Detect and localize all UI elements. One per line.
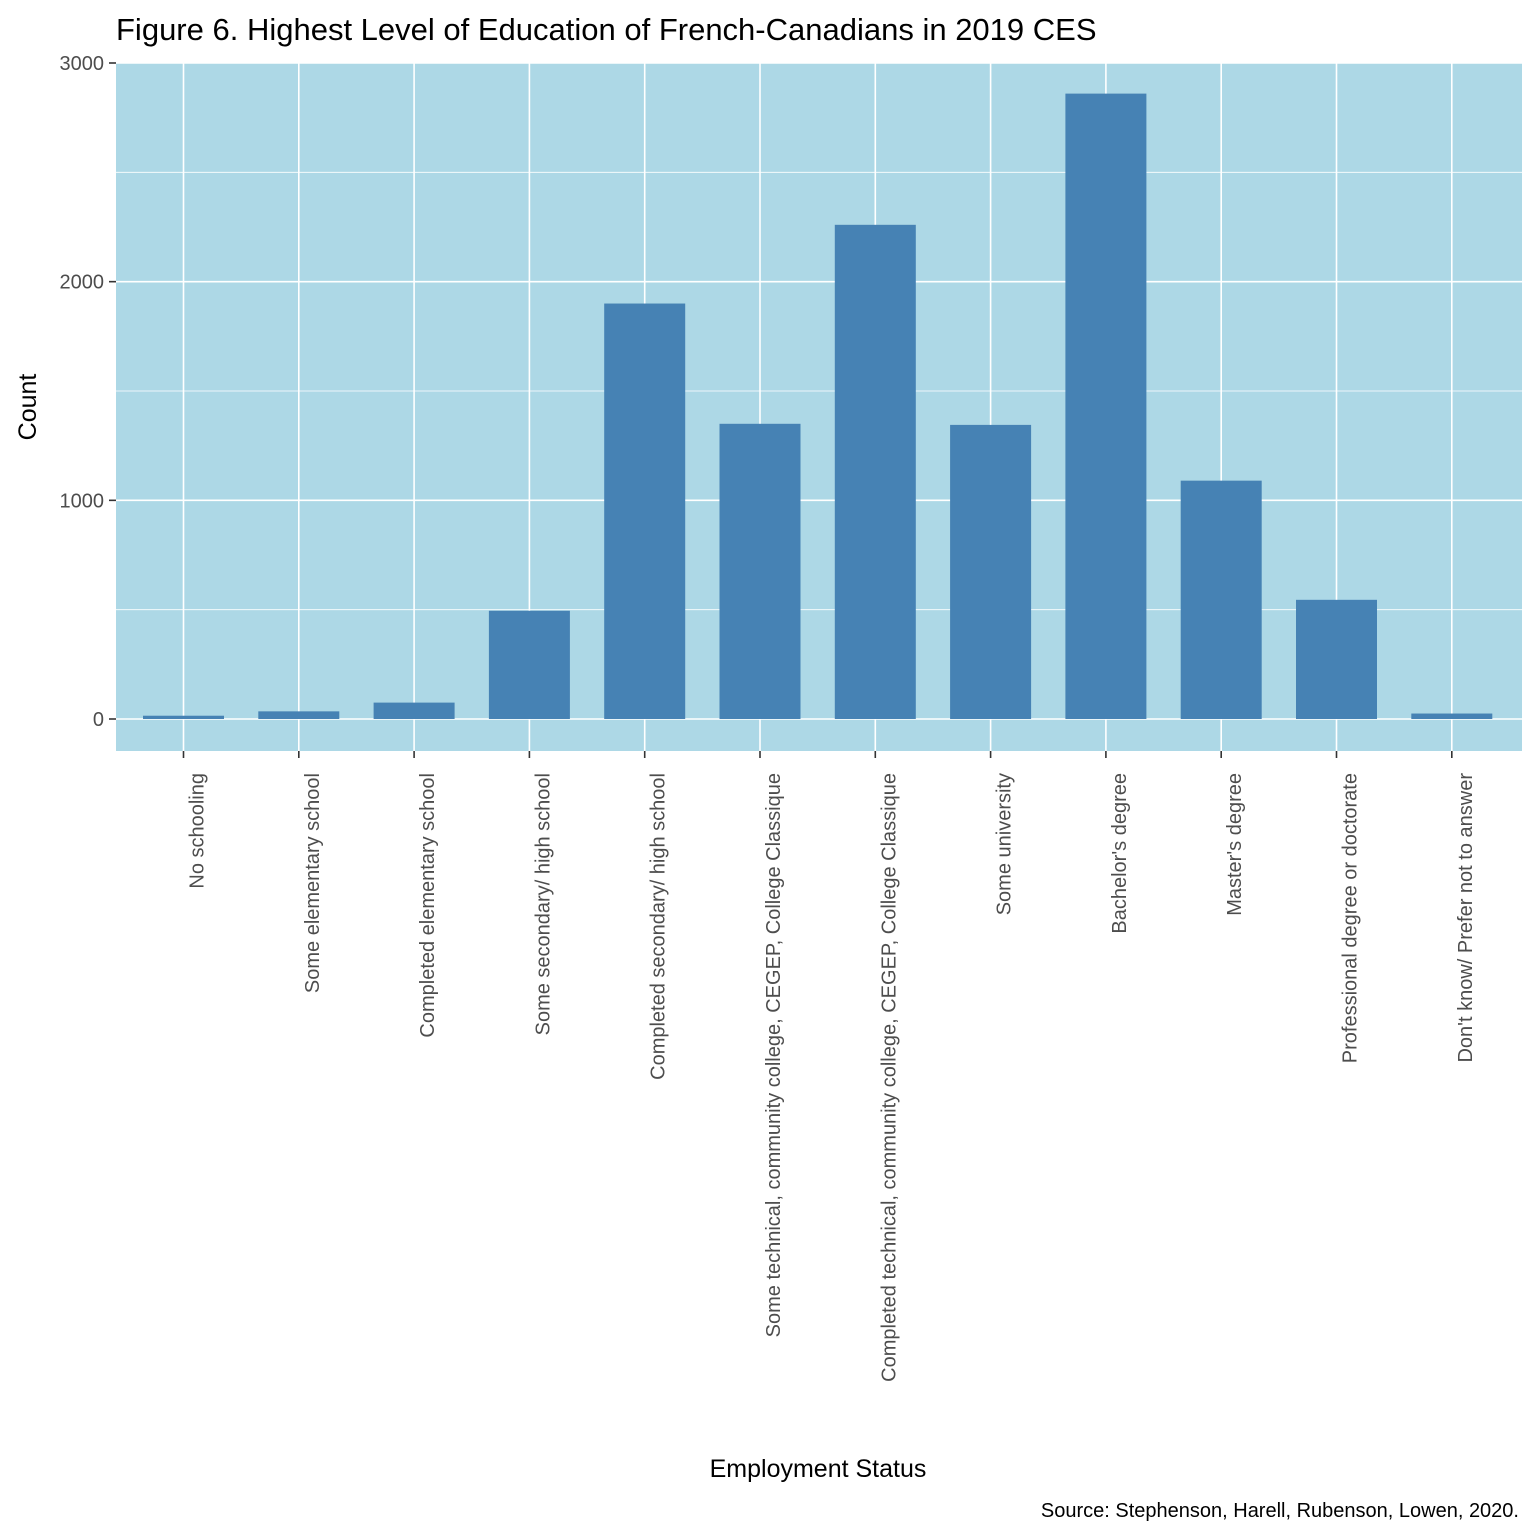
bars [143, 93, 1493, 719]
axes: 0 1000 2000 3000 No schooling Some elementary… [60, 53, 1477, 1382]
x-tick-label: Completed secondary/ high school [648, 773, 670, 1080]
caption: Source: Stephenson, Harell, Rubenson, Lo… [1041, 1500, 1519, 1522]
bar [373, 702, 455, 719]
x-tick-label: Some technical, community college, CEGEP… [763, 773, 785, 1337]
bar [1411, 713, 1493, 719]
bar [950, 424, 1032, 719]
bar [1296, 599, 1377, 719]
chart-title: Figure 6. Highest Level of Education of … [116, 12, 1097, 47]
y-tick-label: 1000 [60, 490, 105, 512]
bar [1065, 93, 1147, 719]
x-tick-label: Some elementary school [302, 773, 324, 993]
x-tick-label: Bachelor's degree [1109, 773, 1131, 934]
y-axis-title: Count [14, 374, 42, 441]
y-tick-label: 0 [93, 709, 104, 731]
x-tick-label: Some university [994, 773, 1016, 915]
bar [719, 423, 801, 719]
bar [1180, 480, 1262, 719]
bar [604, 303, 686, 719]
x-tick-label: No schooling [187, 773, 209, 889]
bar [143, 715, 224, 719]
x-tick-label: Master's degree [1224, 773, 1246, 916]
bar [834, 224, 916, 719]
x-tick-label: Completed technical, community college, … [878, 773, 900, 1382]
bar [258, 711, 340, 719]
x-tick-label: Some secondary/ high school [532, 773, 554, 1035]
y-tick-label: 2000 [60, 272, 105, 294]
x-axis-title: Employment Status [710, 1455, 927, 1483]
x-tick-label: Professional degree or doctorate [1340, 773, 1362, 1063]
x-tick-label: Don't know/ Prefer not to answer [1455, 773, 1477, 1063]
plot-panel [116, 63, 1522, 751]
x-tick-label: Completed elementary school [417, 773, 439, 1038]
y-tick-label: 3000 [60, 53, 105, 75]
bar [488, 610, 570, 719]
